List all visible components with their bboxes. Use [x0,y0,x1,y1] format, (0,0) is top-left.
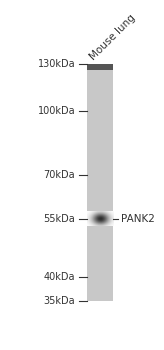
Text: 40kDa: 40kDa [44,272,75,282]
Text: 130kDa: 130kDa [38,58,75,69]
Text: 35kDa: 35kDa [43,296,75,306]
Text: Mouse lung: Mouse lung [88,13,137,62]
Text: 100kDa: 100kDa [38,106,75,116]
Text: PANK2: PANK2 [121,214,155,224]
Bar [87,64,113,301]
Text: 55kDa: 55kDa [43,214,75,224]
Bar [87,64,113,70]
Text: 70kDa: 70kDa [43,170,75,181]
